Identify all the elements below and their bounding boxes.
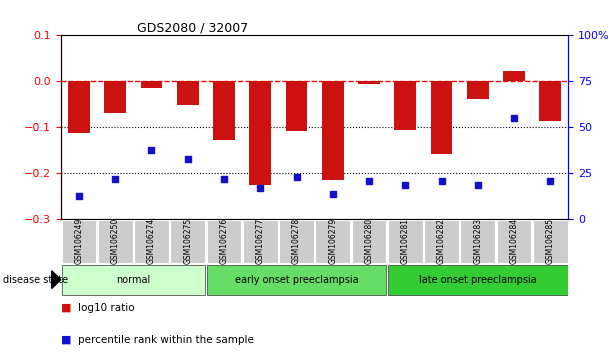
Bar [213, 81, 235, 140]
Text: GSM106275: GSM106275 [183, 218, 192, 264]
FancyBboxPatch shape [61, 220, 96, 263]
Point [147, 147, 156, 152]
Bar [68, 81, 90, 133]
Text: percentile rank within the sample: percentile rank within the sample [78, 335, 254, 345]
Text: normal: normal [116, 275, 150, 285]
Point [183, 156, 193, 161]
Text: GSM106279: GSM106279 [328, 218, 337, 264]
Text: GSM106249: GSM106249 [74, 218, 83, 264]
Point [110, 176, 120, 182]
Point [545, 178, 555, 184]
Text: GSM106284: GSM106284 [510, 218, 519, 264]
Point [292, 174, 302, 180]
FancyBboxPatch shape [98, 220, 133, 263]
FancyBboxPatch shape [424, 220, 459, 263]
Text: GSM106285: GSM106285 [546, 218, 555, 264]
Text: GSM106281: GSM106281 [401, 218, 410, 264]
Bar [430, 81, 452, 154]
Text: GSM106278: GSM106278 [292, 218, 301, 264]
FancyBboxPatch shape [170, 220, 205, 263]
FancyBboxPatch shape [61, 265, 205, 295]
FancyBboxPatch shape [533, 220, 568, 263]
Bar [249, 81, 271, 185]
Bar [503, 71, 525, 81]
Text: GSM106283: GSM106283 [473, 218, 482, 264]
Bar [286, 81, 308, 131]
FancyBboxPatch shape [388, 265, 568, 295]
Text: ■: ■ [61, 303, 71, 313]
Polygon shape [52, 271, 61, 289]
FancyBboxPatch shape [460, 220, 496, 263]
Point [473, 182, 483, 187]
Text: GSM106276: GSM106276 [219, 218, 229, 264]
Bar [177, 81, 199, 105]
Text: disease state: disease state [3, 275, 68, 285]
Text: early onset preeclampsia: early onset preeclampsia [235, 275, 358, 285]
Text: GDS2080 / 32007: GDS2080 / 32007 [137, 21, 248, 34]
Text: GSM106250: GSM106250 [111, 218, 120, 264]
Point [364, 178, 374, 184]
Bar [395, 81, 416, 130]
Point [437, 178, 446, 184]
FancyBboxPatch shape [388, 220, 423, 263]
Text: GSM106274: GSM106274 [147, 218, 156, 264]
Text: late onset preeclampsia: late onset preeclampsia [419, 275, 537, 285]
Bar [539, 81, 561, 120]
Bar [105, 81, 126, 113]
FancyBboxPatch shape [243, 220, 278, 263]
Text: log10 ratio: log10 ratio [78, 303, 134, 313]
FancyBboxPatch shape [497, 220, 531, 263]
FancyBboxPatch shape [279, 220, 314, 263]
Text: GSM106280: GSM106280 [365, 218, 373, 264]
Point [255, 185, 265, 191]
FancyBboxPatch shape [351, 220, 387, 263]
Point [74, 193, 84, 198]
FancyBboxPatch shape [207, 265, 387, 295]
Point [401, 182, 410, 187]
Text: GSM106282: GSM106282 [437, 218, 446, 264]
Point [328, 191, 337, 196]
Point [219, 176, 229, 182]
Bar [322, 81, 344, 180]
Text: ■: ■ [61, 335, 71, 345]
Bar [358, 81, 380, 84]
FancyBboxPatch shape [316, 220, 350, 263]
Bar [140, 81, 162, 88]
FancyBboxPatch shape [134, 220, 169, 263]
Point [510, 115, 519, 121]
Text: GSM106277: GSM106277 [256, 218, 264, 264]
Bar [467, 81, 489, 99]
FancyBboxPatch shape [207, 220, 241, 263]
